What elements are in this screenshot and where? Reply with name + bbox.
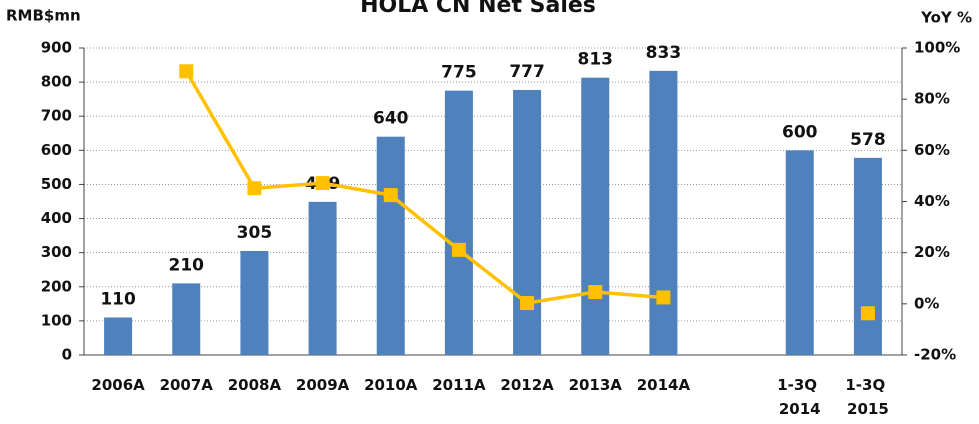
line-marker: [315, 176, 330, 191]
y-tick-label: 300: [41, 243, 72, 261]
bar: [444, 90, 473, 355]
y2-tick-label: 0%: [914, 294, 939, 312]
y-axis-label: RMB$mn: [6, 7, 81, 25]
y-tick-label: 600: [41, 141, 72, 159]
line-marker: [383, 188, 398, 203]
y-tick-label: 700: [41, 107, 72, 125]
y2-tick-label: -20%: [914, 346, 956, 364]
y2-tick-label: 60%: [914, 141, 950, 159]
data-label: 777: [509, 62, 545, 82]
data-label: 813: [578, 50, 614, 70]
bar: [172, 283, 201, 355]
y-tick-label: 0: [62, 346, 72, 364]
y-tick-label: 500: [41, 175, 72, 193]
data-label: 600: [782, 122, 818, 142]
line-marker: [451, 242, 466, 257]
x-tick-label: 2009A: [296, 376, 350, 394]
y-tick-label: 100: [41, 311, 72, 329]
data-label: 110: [100, 289, 136, 309]
line-marker: [860, 306, 875, 321]
line-marker: [588, 285, 603, 300]
y-tick-label: 900: [41, 39, 72, 57]
bar: [581, 77, 610, 355]
bar: [853, 157, 882, 355]
bar: [308, 201, 337, 355]
y2-axis-label: YoY %: [920, 9, 972, 27]
x-tick-label: 2006A: [91, 376, 145, 394]
x-tick-label: 1-3Q 2015: [845, 376, 890, 418]
line-marker: [179, 64, 194, 79]
data-label: 305: [237, 223, 273, 243]
x-tick-label: 2008A: [228, 376, 282, 394]
y-tick-label: 400: [41, 209, 72, 227]
bar: [104, 317, 133, 355]
bar: [240, 250, 269, 355]
data-label: 640: [373, 109, 409, 129]
x-tick-label: 2007A: [160, 376, 214, 394]
bar: [376, 136, 405, 355]
data-label: 578: [850, 130, 886, 150]
y2-tick-label: 100%: [914, 39, 960, 57]
data-label: 210: [169, 255, 205, 275]
chart-title: HOLA CN Net Sales: [360, 0, 596, 18]
x-tick-label: 2010A: [364, 376, 418, 394]
x-tick-label: 2013A: [569, 376, 623, 394]
line-marker: [247, 181, 262, 196]
y2-tick-label: 80%: [914, 90, 950, 108]
bar: [785, 150, 814, 355]
y2-tick-label: 20%: [914, 243, 950, 261]
data-label: 833: [646, 43, 682, 63]
line-marker: [520, 296, 535, 311]
y-tick-label: 800: [41, 73, 72, 91]
line-marker: [656, 290, 671, 305]
y-tick-label: 200: [41, 277, 72, 295]
x-tick-label: 2012A: [500, 376, 554, 394]
bar: [513, 89, 542, 355]
x-tick-label: 1-3Q 2014: [777, 376, 822, 418]
x-tick-label: 2014A: [637, 376, 691, 394]
x-tick-label: 2011A: [432, 376, 486, 394]
data-label: 775: [441, 63, 477, 83]
y2-tick-label: 40%: [914, 192, 950, 210]
bar: [649, 70, 678, 356]
